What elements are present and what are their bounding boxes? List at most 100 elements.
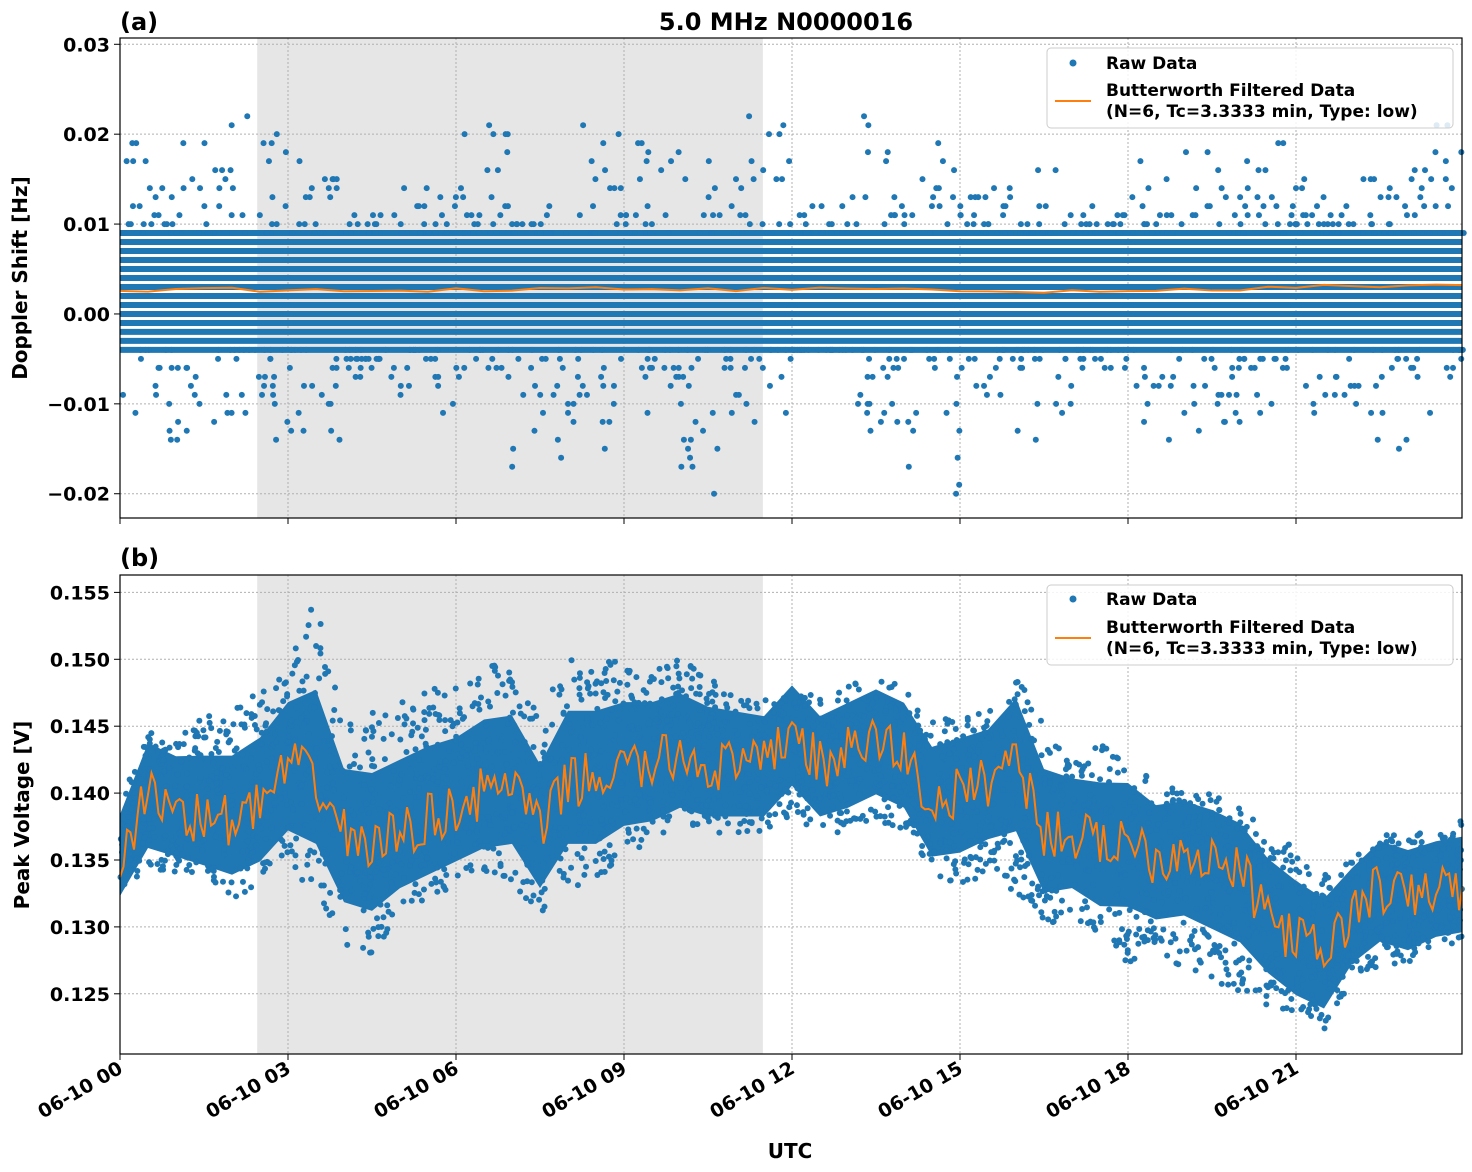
- y-axis-label-b: Peak Voltage [V]: [10, 721, 34, 910]
- raw-data-point: [1195, 828, 1202, 835]
- raw-data-point: [883, 794, 890, 801]
- raw-data-point: [502, 792, 509, 799]
- raw-data-point: [864, 400, 871, 407]
- raw-data-point: [486, 703, 493, 710]
- raw-data-point: [1024, 764, 1031, 771]
- raw-data-point: [1280, 230, 1287, 237]
- raw-data-point: [1395, 840, 1402, 847]
- raw-data-point: [687, 786, 694, 793]
- raw-data-point: [723, 355, 730, 362]
- raw-data-point: [750, 176, 757, 183]
- raw-data-point: [228, 879, 235, 886]
- raw-data-point: [184, 854, 191, 861]
- raw-data-point: [692, 418, 699, 425]
- raw-data-point: [493, 811, 500, 818]
- raw-data-point: [931, 364, 938, 371]
- raw-data-point: [776, 801, 783, 808]
- raw-data-point: [1395, 896, 1402, 903]
- raw-data-point: [603, 677, 610, 684]
- raw-data-point: [347, 355, 354, 362]
- raw-data-point: [400, 795, 407, 802]
- raw-data-point: [1100, 852, 1107, 859]
- raw-data-point: [834, 697, 841, 704]
- raw-data-point: [1119, 926, 1126, 933]
- raw-data-point: [142, 346, 149, 353]
- raw-data-point: [1153, 221, 1160, 228]
- raw-data-point: [1382, 941, 1389, 948]
- raw-data-point: [987, 707, 994, 714]
- raw-data-point: [893, 713, 900, 720]
- raw-data-point: [350, 846, 357, 853]
- raw-data-point: [546, 780, 553, 787]
- raw-data-point: [332, 763, 339, 770]
- raw-data-point: [1063, 817, 1070, 824]
- raw-data-point: [1225, 981, 1232, 988]
- raw-data-point: [530, 744, 537, 751]
- raw-data-point: [263, 813, 270, 820]
- raw-data-point: [1345, 221, 1352, 228]
- raw-data-point: [1223, 966, 1230, 973]
- raw-data-point: [1141, 933, 1148, 940]
- raw-data-point: [1368, 852, 1375, 859]
- raw-data-point: [388, 731, 395, 738]
- raw-data-point: [614, 688, 621, 695]
- raw-data-point: [797, 763, 804, 770]
- raw-data-point: [652, 812, 659, 819]
- raw-data-point: [303, 673, 310, 680]
- raw-data-point: [986, 857, 993, 864]
- raw-data-point: [406, 862, 413, 869]
- raw-data-point: [1241, 355, 1248, 362]
- raw-data-point: [736, 803, 743, 810]
- raw-data-point: [463, 733, 470, 740]
- raw-data-point: [864, 373, 871, 380]
- raw-data-point: [1153, 230, 1160, 237]
- raw-data-point: [759, 364, 766, 371]
- raw-data-point: [152, 382, 159, 389]
- raw-data-point: [705, 158, 712, 165]
- raw-data-point: [340, 794, 347, 801]
- raw-data-point: [943, 847, 950, 854]
- raw-data-point: [1121, 941, 1128, 948]
- raw-data-point: [441, 866, 448, 873]
- raw-data-point: [1168, 346, 1175, 353]
- raw-data-point: [751, 346, 758, 353]
- raw-data-point: [917, 727, 924, 734]
- raw-data-point: [421, 221, 428, 228]
- raw-data-point: [399, 699, 406, 706]
- raw-data-point: [1191, 813, 1198, 820]
- raw-data-point: [1019, 756, 1026, 763]
- raw-data-point: [127, 856, 134, 863]
- raw-data-point: [305, 622, 312, 629]
- raw-data-point: [457, 802, 464, 809]
- y-tick-label: −0.02: [47, 484, 110, 506]
- raw-data-point: [253, 842, 260, 849]
- raw-data-point: [255, 373, 262, 380]
- raw-data-point: [377, 901, 384, 908]
- raw-data-point: [864, 149, 871, 156]
- raw-data-point: [844, 221, 851, 228]
- raw-data-point: [1181, 409, 1188, 416]
- raw-data-point: [957, 203, 964, 210]
- raw-data-point: [549, 852, 556, 859]
- raw-data-point: [1327, 212, 1334, 219]
- raw-data-point: [977, 838, 984, 845]
- raw-data-point: [748, 158, 755, 165]
- raw-data-point: [293, 724, 300, 731]
- raw-data-point: [669, 792, 676, 799]
- raw-data-point: [686, 719, 693, 726]
- raw-data-point: [351, 212, 358, 219]
- raw-data-point: [1080, 346, 1087, 353]
- raw-data-point: [219, 167, 226, 174]
- raw-data-point: [578, 696, 585, 703]
- raw-data-point: [432, 230, 439, 237]
- raw-data-point: [995, 754, 1002, 761]
- raw-data-point: [312, 221, 319, 228]
- raw-data-point: [507, 876, 514, 883]
- raw-data-point: [296, 687, 303, 694]
- raw-data-point: [131, 768, 138, 775]
- raw-data-point: [1048, 887, 1055, 894]
- raw-data-point: [397, 391, 404, 398]
- raw-data-point: [1242, 203, 1249, 210]
- raw-data-point: [230, 721, 237, 728]
- raw-data-point: [867, 806, 874, 813]
